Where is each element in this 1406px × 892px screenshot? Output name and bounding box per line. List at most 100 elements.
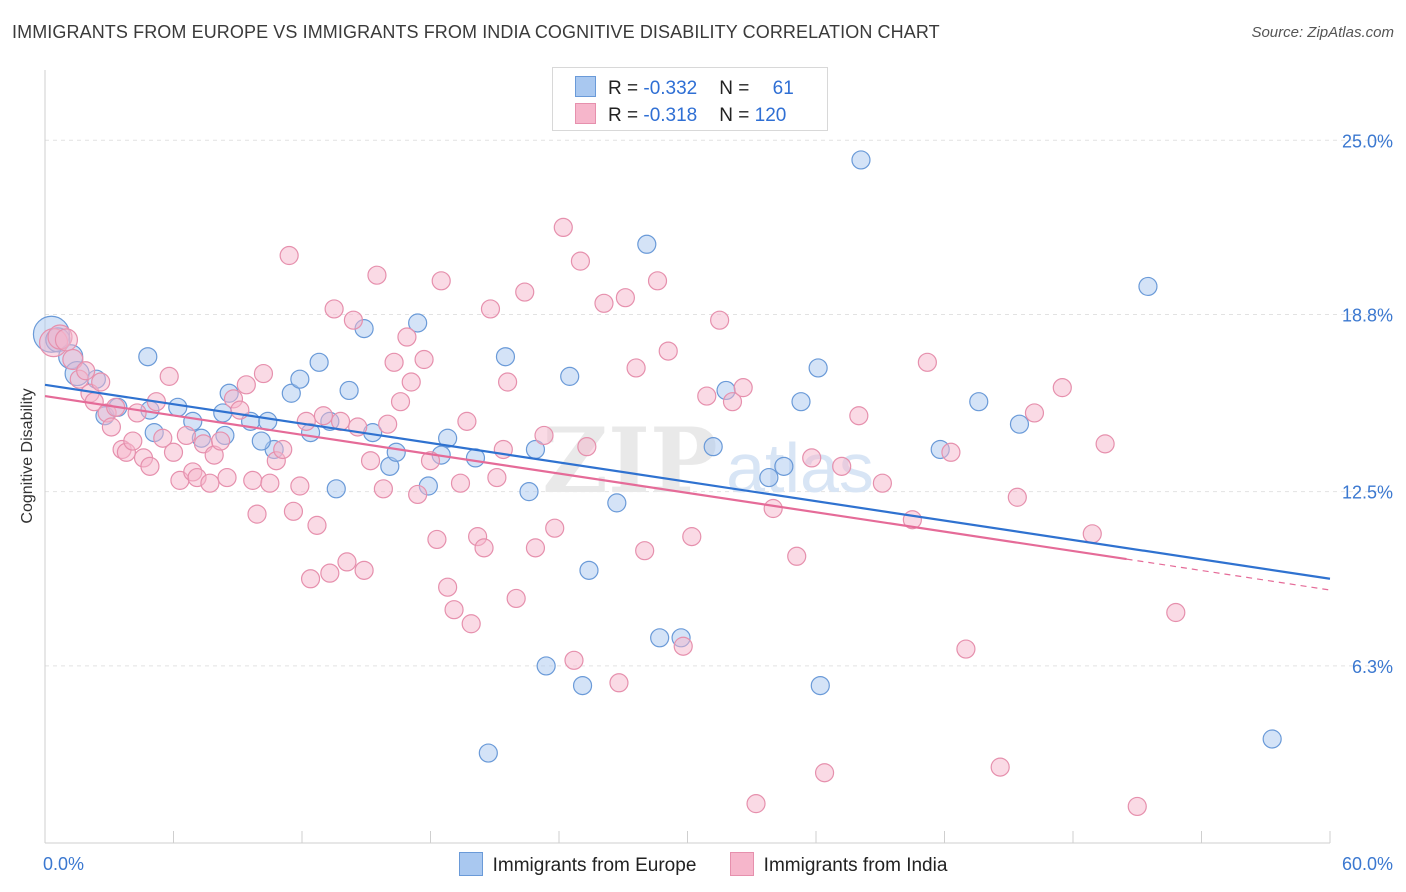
legend-europe-r-value: -0.332 xyxy=(643,78,698,99)
point-india-36 xyxy=(253,363,274,384)
chart-title: IMMIGRANTS FROM EUROPE VS IMMIGRANTS FRO… xyxy=(12,22,940,42)
trend-line-europe xyxy=(44,383,1331,580)
point-india-23 xyxy=(176,425,196,446)
legend-label-europe: Immigrants from Europe xyxy=(492,855,697,876)
point-india-113 xyxy=(1007,487,1027,507)
point-india-48 xyxy=(324,299,344,319)
y-tick-label-1: 12.5% xyxy=(1342,483,1393,503)
point-india-10 xyxy=(101,417,121,437)
point-india-5 xyxy=(76,361,96,381)
y-tick-label-3: 25.0% xyxy=(1342,131,1393,151)
point-india-80 xyxy=(525,538,546,558)
point-europe-17 xyxy=(281,383,301,403)
point-europe-54 xyxy=(1138,276,1158,297)
trend-line-india-extension xyxy=(1126,558,1331,591)
point-india-60 xyxy=(397,327,417,347)
point-india-93 xyxy=(658,341,678,361)
point-india-30 xyxy=(217,467,237,488)
point-india-83 xyxy=(553,217,573,238)
point-india-78 xyxy=(506,588,526,609)
point-europe-18 xyxy=(290,369,310,389)
point-india-8 xyxy=(91,372,111,392)
point-india-87 xyxy=(594,293,614,313)
point-europe-48 xyxy=(808,358,828,378)
legend-swatch-india xyxy=(575,103,596,124)
point-india-102 xyxy=(787,546,807,566)
point-india-88 xyxy=(609,673,629,693)
series-legend: Immigrants from Europe Immigrants from I… xyxy=(0,852,1406,877)
legend-india-r-value: -0.318 xyxy=(643,105,698,126)
point-europe-45 xyxy=(759,467,779,488)
point-europe-53 xyxy=(1009,414,1030,434)
point-europe-46 xyxy=(774,456,794,476)
legend-swatch-europe xyxy=(575,76,596,97)
point-india-39 xyxy=(273,439,293,460)
point-india-103 xyxy=(802,448,822,468)
x-tick-label-end: 60.0% xyxy=(1342,854,1393,874)
point-europe-55 xyxy=(1262,729,1282,749)
point-europe-39 xyxy=(607,493,627,513)
point-india-34 xyxy=(243,470,263,490)
point-india-81 xyxy=(534,425,554,446)
point-europe-22 xyxy=(339,380,359,401)
point-india-2 xyxy=(54,328,79,352)
point-india-37 xyxy=(260,473,280,493)
point-europe-41 xyxy=(650,628,670,648)
legend-europe-r-label: R = xyxy=(608,78,644,99)
point-europe-40 xyxy=(637,234,657,254)
trend-line-india xyxy=(44,394,1127,561)
point-india-79 xyxy=(515,282,535,302)
point-india-100 xyxy=(746,794,766,814)
point-india-66 xyxy=(431,271,451,291)
point-india-41 xyxy=(283,501,304,521)
point-india-106 xyxy=(849,406,869,426)
legend-europe-n-label: N = xyxy=(719,78,755,99)
y-tick-label-2: 18.8% xyxy=(1342,306,1393,326)
point-india-43 xyxy=(296,411,316,431)
point-india-111 xyxy=(956,639,976,659)
point-india-71 xyxy=(461,614,481,634)
point-india-116 xyxy=(1082,524,1102,544)
point-europe-37 xyxy=(572,675,593,696)
point-india-59 xyxy=(390,392,411,412)
point-india-67 xyxy=(438,577,458,597)
point-india-21 xyxy=(163,442,184,462)
point-europe-38 xyxy=(579,560,599,580)
legend-item-india: Immigrants from India xyxy=(729,852,947,877)
point-india-45 xyxy=(307,515,327,535)
point-india-57 xyxy=(378,414,398,434)
point-india-50 xyxy=(337,552,357,572)
axes xyxy=(44,70,1331,844)
point-india-74 xyxy=(480,299,501,319)
point-india-95 xyxy=(682,527,702,547)
point-india-65 xyxy=(427,529,447,550)
point-india-44 xyxy=(300,569,321,589)
legend-europe-n-value: 61 xyxy=(772,78,794,99)
point-europe-30 xyxy=(438,428,458,448)
point-europe-26 xyxy=(386,442,406,462)
point-india-117 xyxy=(1095,434,1115,454)
point-india-115 xyxy=(1052,378,1072,398)
point-india-61 xyxy=(401,372,421,392)
x-tick-label-start: 0.0% xyxy=(43,854,84,874)
point-europe-43 xyxy=(703,437,723,457)
point-india-99 xyxy=(733,378,753,398)
point-india-33 xyxy=(236,375,256,395)
point-india-73 xyxy=(474,538,494,558)
point-india-55 xyxy=(367,265,387,285)
point-india-107 xyxy=(872,473,892,493)
watermark-atlas: atlas xyxy=(726,429,874,507)
point-india-40 xyxy=(279,245,299,266)
point-india-20 xyxy=(159,366,179,386)
legend-item-europe: Immigrants from Europe xyxy=(458,852,697,877)
point-india-94 xyxy=(673,636,693,656)
point-europe-7 xyxy=(138,347,158,367)
point-india-69 xyxy=(450,473,471,493)
source-credit: Source: ZipAtlas.com xyxy=(1251,24,1394,41)
point-india-86 xyxy=(577,437,597,457)
point-europe-56 xyxy=(251,431,271,451)
point-europe-33 xyxy=(519,482,539,502)
point-india-56 xyxy=(373,479,393,499)
grid-lines xyxy=(45,139,1390,667)
point-india-118 xyxy=(1127,796,1147,817)
